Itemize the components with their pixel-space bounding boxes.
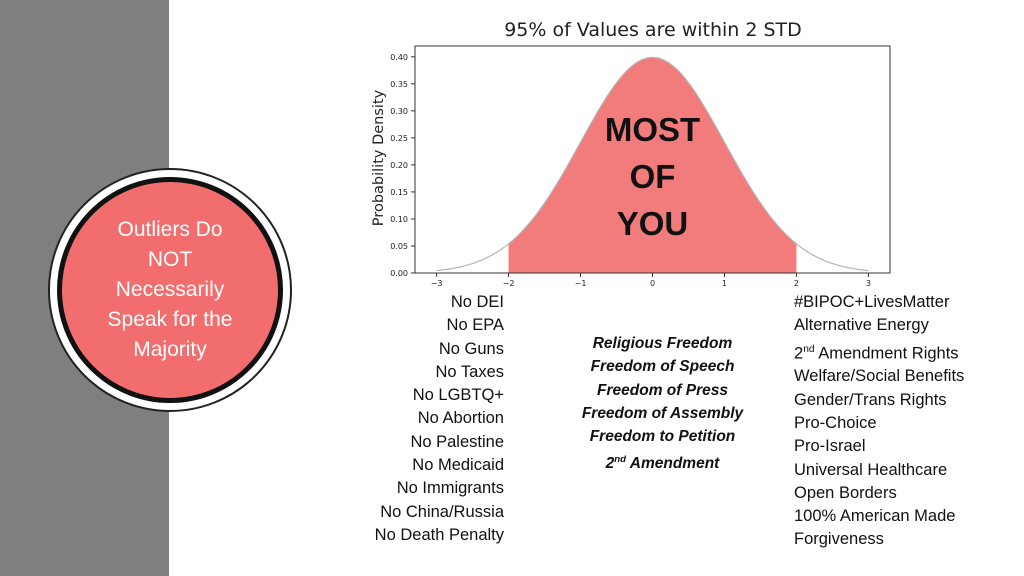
x-tick-label: 1 [722,279,727,288]
right-list-item: Pro-Israel [794,437,866,456]
middle-list-item: Freedom of Speech [590,358,735,376]
right-list: #BIPOC+LivesMatter Alternative Energy 2nd … [794,291,964,552]
left-list-item: No EPA [446,316,504,335]
left-list-item: No Taxes [435,362,504,381]
middle-list: Religious Freedom Freedom of Speech Freedo… [545,332,780,476]
right-list-item: Alternative Energy [794,316,929,335]
y-axis-label: Probability Density [371,89,387,226]
right-list-item: #BIPOC+LivesMatter [794,293,950,311]
y-tick-label: 0.10 [390,215,408,224]
left-list-item: No Medicaid [412,456,504,475]
middle-list-item: 2nd Amendment [605,454,720,473]
left-list-item: No Immigrants [396,479,504,498]
chart-title: 95% of Values are within 2 STD [504,19,802,41]
left-list-item: No Abortion [417,409,504,428]
y-tick-label: 0.40 [390,53,408,62]
x-tick-label: −2 [503,279,515,288]
left-list-item: No Death Penalty [374,525,504,544]
left-list-item: No DEI [450,293,504,311]
annotation-line: OF [630,158,676,195]
y-tick-label: 0.05 [390,242,408,251]
right-list-item: Gender/Trans Rights [794,390,947,409]
right-list-item: 2nd Amendment Rights [794,343,959,363]
x-tick-label: −3 [431,279,443,288]
annotation-line: YOU [617,205,689,242]
y-tick-label: 0.20 [390,161,408,170]
x-tick-label: 2 [794,279,799,288]
y-tick-label: 0.25 [390,134,408,143]
right-list-item: Open Borders [794,483,897,502]
left-list-item: No Palestine [410,432,504,451]
right-list-item: Forgiveness [794,530,884,549]
middle-list-item: Freedom of Assembly [581,404,744,422]
middle-list-item: Religious Freedom [592,335,733,352]
right-list-item: Welfare/Social Benefits [794,367,965,386]
density-curve [436,56,869,272]
annotation-line: MOST [605,111,700,148]
middle-list-item: Freedom to Petition [589,428,736,446]
y-tick-label: 0.35 [390,80,408,89]
x-tick-label: 3 [866,279,871,288]
left-list-item: No Guns [438,339,504,358]
x-tick-label: −1 [575,279,587,288]
normal-distribution-chart: 95% of Values are within 2 STD Probabili… [355,0,907,296]
left-list-item: No LGBTQ+ [412,386,504,405]
x-tick-label: 0 [650,279,655,288]
chart: 95% of Values are within 2 STD Probabili… [355,0,907,296]
right-list-item: Pro-Choice [794,413,877,432]
right-list-item: Universal Healthcare [794,460,948,479]
y-tick-label: 0.15 [390,188,408,197]
outliers-badge: Outliers Do NOT Necessarily Speak for th… [57,177,283,403]
right-list-item: 100% American Made [794,507,956,526]
left-list: No DEI No EPA No Guns No Taxes No LGBTQ+ No A… [375,291,504,547]
badge-text: Outliers Do NOT Necessarily Speak for th… [107,218,233,361]
y-tick-label: 0.30 [390,107,408,116]
y-tick-label: 0.00 [390,269,408,278]
middle-list-item: Freedom of Press [597,381,728,399]
shaded-area [508,57,797,273]
left-list-item: No China/Russia [380,502,504,521]
